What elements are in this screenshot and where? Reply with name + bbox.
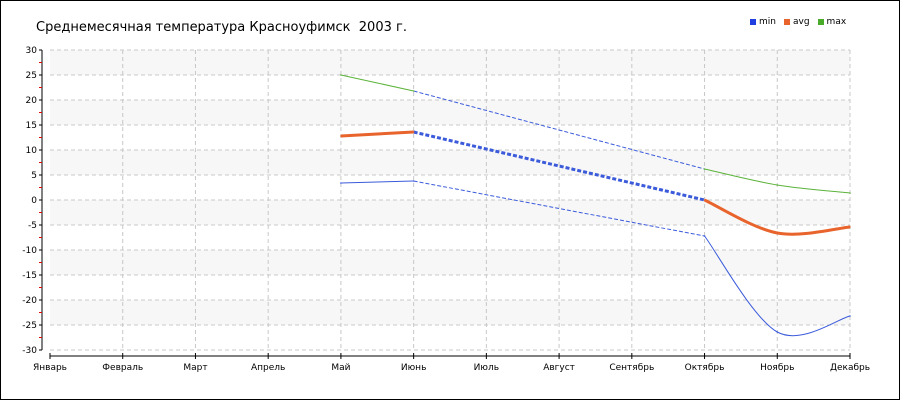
legend-label-min: min	[759, 17, 776, 27]
series-max-interpolated	[413, 90, 705, 170]
series-avg-interpolated	[413, 130, 705, 202]
x-tick-label-1: Февраль	[102, 363, 143, 373]
y-tick-label: -30	[22, 346, 37, 356]
y-tick-label: 15	[26, 121, 37, 131]
series-avg-line	[340, 130, 414, 138]
legend: min avg max	[750, 17, 846, 27]
legend-label-max: max	[826, 17, 847, 27]
series-avg-point	[776, 232, 779, 234]
series-min-point	[340, 182, 342, 184]
chart-title: Среднемесячная температура Красноуфимск …	[36, 20, 407, 35]
grid-band	[50, 300, 850, 325]
series-min-line	[340, 180, 414, 184]
series-min-point	[776, 331, 779, 333]
x-tick-label-3: Апрель	[251, 363, 285, 373]
legend-item-max: max	[817, 17, 847, 27]
x-tick-label-6: Июль	[474, 363, 499, 373]
legend-swatch-avg	[783, 19, 790, 25]
series-max-point	[776, 184, 779, 186]
x-tick-label-5: Июнь	[401, 363, 427, 373]
series-avg-point	[412, 131, 415, 133]
y-tick-label: 20	[26, 96, 38, 106]
series-min-point	[412, 180, 415, 182]
legend-item-avg: avg	[783, 17, 810, 27]
x-tick-label-9: Октябрь	[685, 363, 725, 373]
y-tick-label: -5	[28, 221, 37, 231]
series-max-point	[412, 90, 415, 92]
x-tick-label-7: Август	[543, 363, 575, 373]
grid-band	[50, 100, 850, 125]
y-tick-label: -10	[22, 246, 37, 256]
series-max-point	[849, 192, 851, 194]
legend-swatch-min	[750, 19, 756, 25]
x-tick-label-11: Декабрь	[830, 363, 870, 373]
y-tick-label: -15	[22, 271, 37, 281]
x-tick-label-4: Май	[331, 363, 350, 373]
x-tick-label-2: Март	[183, 363, 207, 373]
series-max-point	[340, 74, 342, 76]
legend-swatch-max	[817, 19, 824, 25]
series-min-point	[849, 315, 851, 317]
y-tick-label: 10	[26, 146, 38, 156]
legend-label-avg: avg	[792, 17, 810, 27]
series-min-interpolated	[413, 180, 705, 237]
x-tick-label-10: Ноябрь	[760, 363, 794, 373]
y-tick-label: 25	[26, 71, 37, 81]
y-tick-label: -25	[22, 321, 37, 331]
grid-band	[50, 150, 850, 175]
grid-band	[50, 50, 850, 75]
y-tick-label: 30	[26, 46, 38, 56]
grid-band	[50, 250, 850, 275]
series-avg-point	[849, 226, 851, 228]
series-avg-point	[340, 135, 342, 137]
legend-item-min: min	[750, 17, 776, 27]
x-tick-label-8: Сентябрь	[609, 363, 654, 373]
series-max-line	[340, 74, 414, 92]
y-tick-label: 5	[31, 171, 37, 181]
series-min-point	[703, 235, 706, 237]
series-max-point	[703, 168, 706, 170]
y-tick-label: 0	[31, 196, 37, 206]
grid-band	[50, 200, 850, 225]
series-avg-point	[703, 199, 706, 201]
x-tick-label-0: Январь	[33, 363, 67, 373]
y-tick-label: -20	[22, 296, 37, 306]
